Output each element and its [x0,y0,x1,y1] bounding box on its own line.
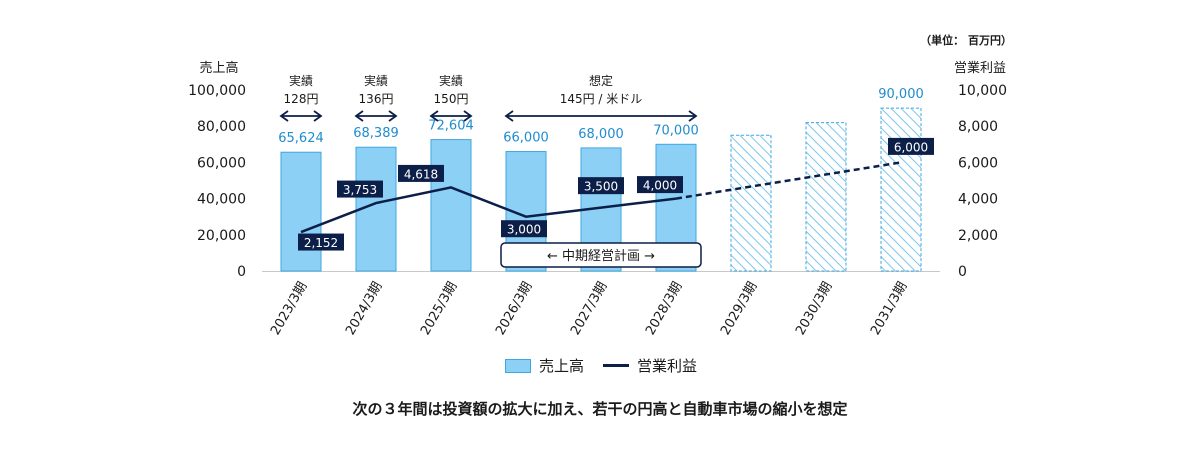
legend-swatch-sales [505,358,531,373]
line-value-label-box [337,180,383,198]
bar-sales [430,139,472,272]
bar-value-label: 70,000 [653,123,699,138]
period-title: 実績 [364,73,388,88]
period-title: 実績 [289,73,313,88]
line-value-label-box [578,177,624,195]
y-axis-title-right: 営業利益 [954,60,1006,76]
line-value-label: 2,152 [304,236,338,250]
period-arrow-head [504,110,514,122]
bar-value-label: 68,389 [353,126,399,141]
x-tick-label: 2024/3期 [343,280,385,338]
legend-item-operating-profit: 営業利益 [603,355,697,376]
bar-value-label: 72,604 [428,119,474,134]
bar-sales [805,122,847,272]
y-tick-label-left: 80,000 [197,119,246,135]
period-arrow-head [313,110,323,122]
period-exchange-rate: 128円 [284,92,319,106]
line-value-label-box [888,137,934,155]
period-exchange-rate: 150円 [434,92,469,106]
line-value-label-box [398,164,444,182]
y-tick-label-right: 4,000 [958,192,998,208]
y-tick-label-right: 6,000 [958,155,998,171]
midterm-plan-box [500,242,702,268]
y-tick-label-right: 0 [958,264,967,280]
legend: 売上高 営業利益 [0,355,1200,379]
line-operating-profit-forecast [675,161,902,200]
line-value-label: 4,618 [404,167,438,181]
bar-value-label: 90,000 [878,87,924,102]
period-arrow-head [354,110,364,122]
x-tick-label: 2023/3期 [268,280,310,338]
x-tick-label: 2029/3期 [718,280,760,338]
period-arrow-head [429,110,439,122]
y-tick-label-right: 10,000 [958,83,1007,99]
period-arrow-head [279,110,289,122]
x-tick-label: 2030/3期 [793,280,835,338]
bar-value-label: 68,000 [578,127,624,142]
bar-sales [880,107,922,272]
y-tick-label-right: 8,000 [958,119,998,135]
line-value-label-box [501,220,547,238]
line-value-label-box [637,176,683,194]
y-tick-label-right: 2,000 [958,228,998,244]
unit-note: （単位： 百万円） [920,33,1012,47]
y-tick-label-left: 0 [237,264,246,280]
y-axis-title-left: 売上高 [199,60,238,76]
midterm-plan-label: ← 中期経営計画 → [547,248,655,264]
legend-item-sales: 売上高 [505,355,584,376]
x-tick-label: 2025/3期 [418,280,460,338]
period-exchange-rate: 136円 [359,92,394,106]
line-value-label: 3,753 [343,183,377,197]
x-tick-label: 2027/3期 [568,280,610,338]
y-tick-label-left: 40,000 [197,192,246,208]
period-arrow-head [463,110,473,122]
bar-sales [280,151,322,272]
period-title: 想定 [589,73,613,88]
chart-caption: 次の３年間は投資額の拡大に加え、若干の円高と自動車市場の縮小を想定 [352,400,848,418]
legend-label-operating-profit: 営業利益 [637,357,698,375]
period-arrow-head [388,110,398,122]
y-tick-label-left: 100,000 [188,83,246,99]
x-tick-label: 2028/3期 [643,280,685,338]
legend-label-sales: 売上高 [539,357,585,375]
line-value-label: 3,000 [507,223,541,237]
bar-value-label: 66,000 [503,131,549,146]
bar-sales [730,134,772,272]
line-value-label: 6,000 [894,140,928,154]
line-operating-profit [300,186,677,234]
y-tick-label-left: 20,000 [197,228,246,244]
legend-swatch-operating-profit [603,364,629,367]
bar-sales [355,146,397,272]
line-value-label: 4,000 [643,179,677,193]
x-tick-label: 2026/3期 [493,280,535,338]
period-exchange-rate: 145円 / 米ドル [560,92,643,106]
bar-value-label: 65,624 [278,131,324,146]
line-value-label: 3,500 [584,180,618,194]
line-value-label-box [298,233,344,251]
period-title: 実績 [439,73,463,88]
period-arrow-head [688,110,698,122]
y-tick-label-left: 60,000 [197,155,246,171]
x-tick-label: 2031/3期 [868,280,910,338]
